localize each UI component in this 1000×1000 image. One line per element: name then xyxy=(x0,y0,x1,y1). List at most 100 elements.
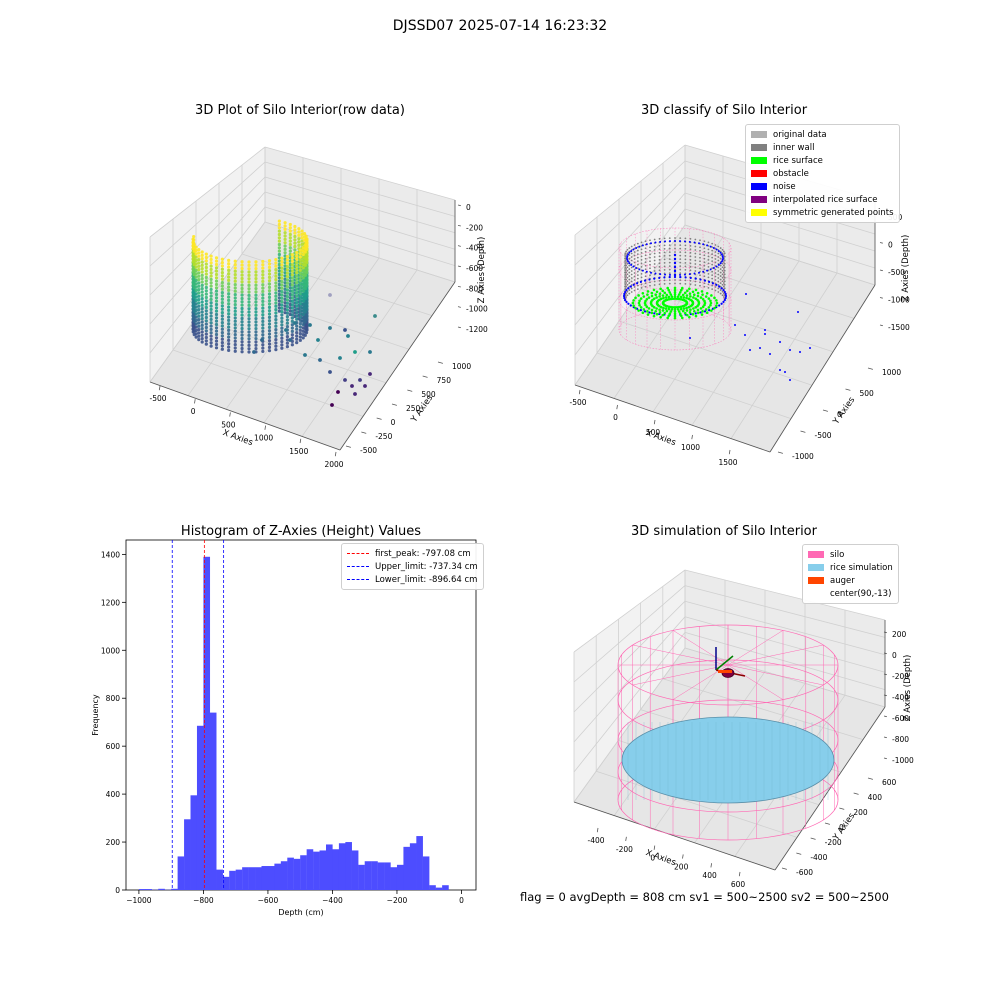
silo-point xyxy=(295,267,299,271)
inner-wall-point xyxy=(711,242,714,245)
silo-point xyxy=(261,259,265,264)
inner-wall-point xyxy=(694,238,697,241)
silo-point xyxy=(233,312,237,317)
inner-wall-point xyxy=(624,252,627,255)
inner-wall-point xyxy=(628,292,631,295)
silo-point xyxy=(197,278,201,282)
silo-point xyxy=(240,293,244,297)
inner-wall-point xyxy=(714,272,717,274)
noise-point xyxy=(659,273,662,276)
inner-wall-point xyxy=(633,251,636,253)
y-axis-tick xyxy=(422,375,428,378)
noise-point xyxy=(708,280,711,283)
grid-line xyxy=(301,269,418,437)
inner-wall-point xyxy=(636,249,639,252)
silo-point xyxy=(301,266,305,270)
silo-point xyxy=(233,296,237,300)
inner-wall-point xyxy=(684,279,687,282)
silo-point xyxy=(254,326,258,331)
silo-point xyxy=(214,279,219,283)
inner-wall-point xyxy=(644,264,647,267)
silo-point xyxy=(214,332,219,337)
scatter-point xyxy=(318,358,322,362)
silo-point xyxy=(220,284,224,288)
inner-wall-point xyxy=(689,237,692,240)
rice-surface-point xyxy=(637,294,640,297)
inner-wall-point xyxy=(636,270,639,273)
y-axis-tick xyxy=(824,822,831,825)
grid-line xyxy=(195,317,387,384)
silo-point xyxy=(267,332,272,336)
silo-point xyxy=(214,346,219,350)
silo-point xyxy=(290,293,294,297)
x-axis-tick xyxy=(299,438,302,444)
inner-wall-point xyxy=(703,254,706,257)
inner-wall-point xyxy=(633,289,636,292)
inner-wall-point xyxy=(684,251,687,254)
silo-point xyxy=(194,252,198,256)
inner-wall-point xyxy=(684,282,687,285)
grid-line xyxy=(218,285,410,350)
inner-wall-point xyxy=(625,271,627,274)
inner-wall-point xyxy=(714,261,717,264)
inner-wall-point xyxy=(719,278,722,281)
inner-wall-point xyxy=(626,273,629,276)
z-axis-tick-label: -1000 xyxy=(892,756,914,765)
silo-point xyxy=(290,269,294,273)
silo-point xyxy=(293,241,297,245)
silo-point xyxy=(220,310,224,315)
silo-point xyxy=(261,296,265,300)
x-axis-tick-label: 500 xyxy=(646,428,661,437)
silo-point xyxy=(288,236,292,240)
rice-surface-point xyxy=(666,316,670,320)
inner-wall-point xyxy=(707,262,710,265)
rice-surface-point xyxy=(715,299,718,302)
silo-point xyxy=(280,329,284,334)
x-axis-tick-label: 500 xyxy=(221,420,236,429)
rice-surface-point xyxy=(650,308,654,312)
silo-point xyxy=(254,336,258,341)
silo-point xyxy=(240,320,244,324)
silo-point xyxy=(204,335,208,340)
inner-wall-point xyxy=(723,264,725,267)
silo-point xyxy=(197,268,201,272)
silo-point xyxy=(285,288,289,292)
inner-wall-point xyxy=(630,277,633,279)
silo-point xyxy=(197,271,201,275)
noise-point xyxy=(703,310,707,313)
silo-point xyxy=(214,289,219,293)
inner-wall-point xyxy=(644,275,647,278)
silo-point xyxy=(285,285,289,289)
rice-surface-point xyxy=(659,297,663,301)
silo-point xyxy=(295,341,299,345)
inner-wall-point xyxy=(723,252,726,255)
silo-point xyxy=(297,230,301,234)
silo-point xyxy=(277,296,281,300)
inner-wall-point xyxy=(625,250,627,253)
noise-point xyxy=(673,257,677,261)
rice-surface-point xyxy=(694,297,698,300)
silo-point xyxy=(274,301,278,305)
silo-point xyxy=(267,315,272,319)
rice-surface-point xyxy=(668,312,672,315)
inner-wall-point xyxy=(640,265,643,268)
silo-point xyxy=(301,326,305,330)
silo-point xyxy=(200,317,204,321)
silo-point xyxy=(277,222,281,227)
silo-point xyxy=(247,330,251,334)
rice-surface-point xyxy=(688,292,692,295)
silo-point xyxy=(247,293,251,297)
silo-point xyxy=(277,262,281,267)
silo-point xyxy=(261,349,265,354)
silo-point xyxy=(301,252,305,257)
noise-point xyxy=(624,298,627,302)
inner-wall-point xyxy=(707,251,710,254)
silo-point xyxy=(274,338,278,342)
silo-point xyxy=(214,326,219,330)
inner-wall-point xyxy=(679,261,682,264)
rice-surface-point xyxy=(662,306,665,310)
silo-point xyxy=(274,328,278,332)
inner-wall-point xyxy=(684,254,687,257)
silo-point xyxy=(267,319,272,323)
silo-point xyxy=(261,266,265,270)
